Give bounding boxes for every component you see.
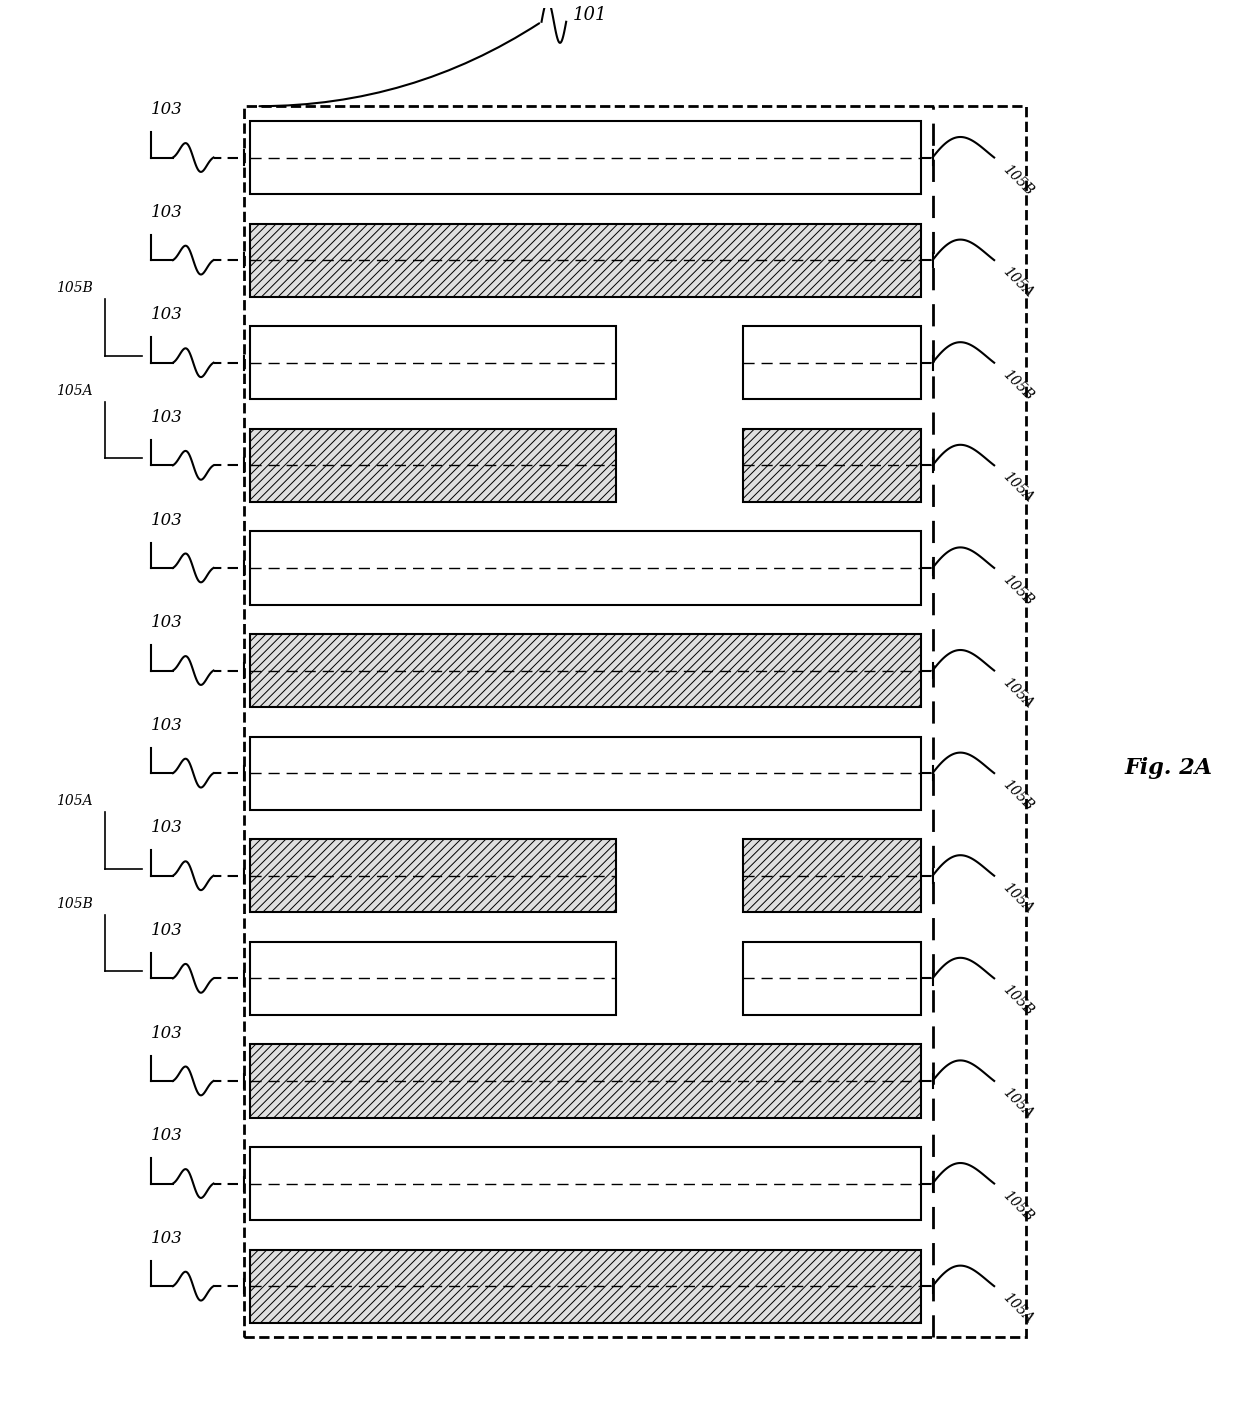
- Text: 103: 103: [151, 614, 182, 631]
- Bar: [250, 736, 921, 810]
- Text: 105A: 105A: [1001, 264, 1037, 301]
- Text: 105A: 105A: [1001, 880, 1037, 915]
- Text: 105B: 105B: [1001, 162, 1037, 197]
- Bar: [250, 224, 921, 297]
- Bar: [743, 942, 921, 1015]
- Bar: [250, 839, 616, 912]
- Text: 103: 103: [151, 1230, 182, 1247]
- Text: 105A: 105A: [1001, 1290, 1037, 1327]
- Text: 105A: 105A: [1001, 1086, 1037, 1121]
- Bar: [250, 634, 921, 707]
- Bar: [244, 106, 1027, 1338]
- Text: 101: 101: [573, 6, 606, 24]
- Bar: [250, 121, 921, 194]
- Text: 103: 103: [151, 204, 182, 221]
- Text: 103: 103: [151, 1025, 182, 1042]
- Bar: [743, 839, 921, 912]
- Text: 105B: 105B: [1001, 572, 1037, 609]
- Text: 105A: 105A: [1001, 470, 1037, 505]
- Text: 103: 103: [151, 409, 182, 426]
- Text: 105A: 105A: [56, 795, 93, 809]
- Bar: [250, 531, 921, 604]
- Text: 105B: 105B: [1001, 982, 1037, 1019]
- Text: 103: 103: [151, 922, 182, 939]
- Bar: [743, 429, 921, 502]
- Text: 103: 103: [151, 101, 182, 118]
- Text: 105B: 105B: [56, 281, 93, 295]
- Text: 105B: 105B: [56, 897, 93, 911]
- Text: 105B: 105B: [1001, 1188, 1037, 1223]
- Text: 105A: 105A: [1001, 675, 1037, 711]
- Text: Fig. 2A: Fig. 2A: [1125, 756, 1211, 779]
- Bar: [250, 1147, 921, 1220]
- Text: 103: 103: [151, 511, 182, 528]
- Bar: [250, 429, 616, 502]
- Text: 103: 103: [151, 307, 182, 324]
- Text: 103: 103: [151, 819, 182, 836]
- Text: 105A: 105A: [56, 383, 93, 397]
- Text: 105B: 105B: [1001, 368, 1037, 403]
- Text: 103: 103: [151, 1127, 182, 1144]
- Bar: [250, 326, 616, 399]
- Bar: [250, 1044, 921, 1118]
- Text: 105B: 105B: [1001, 778, 1037, 813]
- Bar: [250, 1250, 921, 1323]
- Bar: [250, 942, 616, 1015]
- Bar: [743, 326, 921, 399]
- Text: 103: 103: [151, 717, 182, 734]
